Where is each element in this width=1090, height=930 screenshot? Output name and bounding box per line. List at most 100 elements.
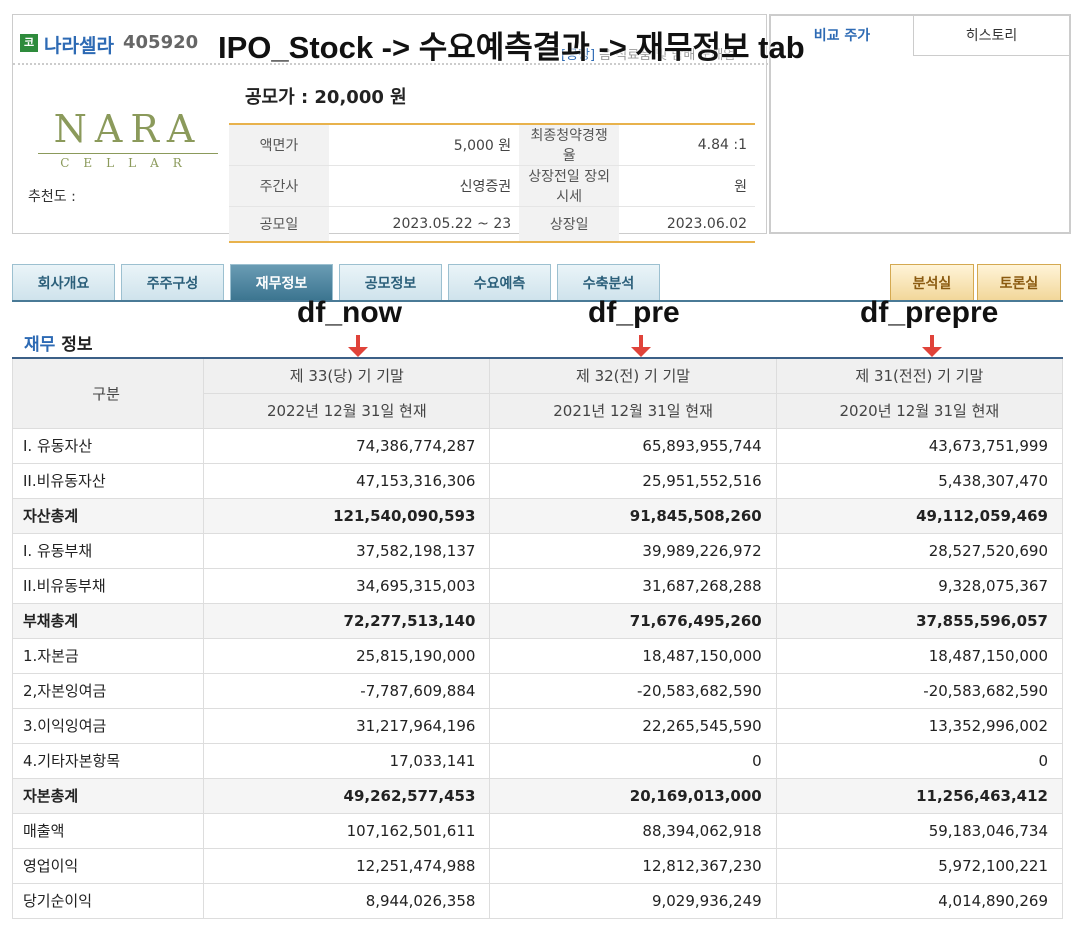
tab-shareholders[interactable]: 주주구성 [121, 264, 224, 300]
tab-offering-info[interactable]: 공모정보 [339, 264, 442, 300]
row-value: 72,277,513,140 [203, 602, 491, 639]
row-value: 20,169,013,000 [489, 777, 777, 814]
row-label: II.비유동부채 [11, 567, 205, 604]
table-row: 매출액 107,162,501,611 88,394,062,918 59,183,0… [11, 812, 1064, 849]
row-value: 65,893,955,744 [489, 427, 777, 464]
info-value: 5,000 원 [329, 124, 520, 166]
table-row: 4.기타자본항목 17,033,141 0 0 [11, 742, 1064, 779]
row-value: 9,328,075,367 [775, 567, 1064, 604]
tab-compare-price[interactable]: 비교 주가 [771, 16, 913, 56]
detail-tabs: 회사개요 주주구성 재무정보 공모정보 수요예측 수축분석 분석실 토론실 [12, 264, 1063, 302]
info-row: 액면가 5,000 원 최종청약경쟁율 4.84 :1 [229, 124, 755, 166]
side-panel: 비교 주가 히스토리 [769, 14, 1071, 234]
row-value: 47,153,316,306 [203, 462, 491, 499]
row-value: 34,695,315,003 [203, 567, 491, 604]
info-label: 상장일 [519, 206, 620, 242]
row-value: 9,029,936,249 [489, 882, 777, 919]
row-value: 22,265,545,590 [489, 707, 777, 744]
table-row: 부채총계 72,277,513,140 71,676,495,260 37,855,5… [11, 602, 1064, 639]
table-row: 2,자본잉여금 -7,787,609,884 -20,583,682,590 -20,… [11, 672, 1064, 709]
row-value: 88,394,062,918 [489, 812, 777, 849]
row-label: 자산총계 [11, 497, 205, 534]
annotation-title: IPO_Stock -> 수요예측결과 -> 재무정보 tab [218, 30, 805, 65]
fin-title-rest: 정보 [55, 335, 93, 355]
row-value: 74,386,774,287 [203, 427, 491, 464]
company-header: 코 나라셀라 405920 [공장] 음·식료품 및 담배 도매업 [13, 15, 768, 65]
ipo-info-table: 액면가 5,000 원 최종청약경쟁율 4.84 :1 주간사 신영증권 상장전일 장외시세… [229, 123, 755, 243]
info-label: 최종청약경쟁율 [519, 124, 620, 166]
header-period-now: 제 33(당) 기 기말 [203, 357, 491, 394]
arrow-down-icon [631, 335, 651, 357]
arrow-down-icon [922, 335, 942, 357]
industry-info: [공장] 음·식료품 및 담배 도매업 [561, 44, 735, 63]
row-value: 11,256,463,412 [775, 777, 1064, 814]
tab-analysis-room[interactable]: 분석실 [890, 264, 974, 300]
arrow-down-icon [348, 335, 368, 357]
table-row: 1.자본금 25,815,190,000 18,487,150,000 18,487,… [11, 637, 1064, 674]
row-value: 0 [489, 742, 777, 779]
row-label: 영업이익 [11, 847, 205, 884]
offer-price: 공모가 : 20,000 원 [245, 87, 407, 108]
row-value: 49,262,577,453 [203, 777, 491, 814]
row-value: -7,787,609,884 [203, 672, 491, 709]
info-value: 4.84 :1 [619, 124, 755, 166]
header-date-pre: 2021년 12월 31일 현재 [489, 392, 777, 429]
tab-demand-forecast[interactable]: 수요예측 [448, 264, 551, 300]
row-value: 37,582,198,137 [203, 532, 491, 569]
row-value: 121,540,090,593 [203, 497, 491, 534]
company-name[interactable]: 나라셀라 [44, 35, 114, 57]
info-value: 신영증권 [329, 165, 520, 207]
row-label: 2,자본잉여금 [11, 672, 205, 709]
tab-company-overview[interactable]: 회사개요 [12, 264, 115, 300]
row-value: 25,951,552,516 [489, 462, 777, 499]
info-label: 상장전일 장외시세 [519, 165, 620, 207]
row-label: I. 유동부채 [11, 532, 205, 569]
row-value: 5,438,307,470 [775, 462, 1064, 499]
header-date-prepre: 2020년 12월 31일 현재 [775, 392, 1064, 429]
table-row: 자산총계 121,540,090,593 91,845,508,260 49,112,… [11, 497, 1064, 534]
df-prepre-label: df_prepre [860, 296, 999, 329]
table-row: 3.이익잉여금 31,217,964,196 22,265,545,590 13,35… [11, 707, 1064, 744]
row-label: 1.자본금 [11, 637, 205, 674]
row-value: 8,944,026,358 [203, 882, 491, 919]
table-row: II.비유동자산 47,153,316,306 25,951,552,516 5,43… [11, 462, 1064, 499]
logo-divider [38, 153, 218, 154]
row-value: 49,112,059,469 [775, 497, 1064, 534]
fin-title-highlight: 재무 [24, 335, 56, 355]
df-now-label: df_now [297, 296, 402, 329]
row-value: 28,527,520,690 [775, 532, 1064, 569]
financial-section-title: 재무 정보 [24, 330, 92, 355]
df-pre-label: df_pre [588, 296, 680, 329]
financial-table: 구분 제 33(당) 기 기말 제 32(전) 기 기말 제 31(전전) 기 … [11, 357, 1064, 919]
table-row: 자본총계 49,262,577,453 20,169,013,000 11,256,4… [11, 777, 1064, 814]
row-label: 부채총계 [11, 602, 205, 639]
row-value: 12,812,367,230 [489, 847, 777, 884]
info-label: 액면가 [229, 124, 329, 166]
row-value: 5,972,100,221 [775, 847, 1064, 884]
row-value: 25,815,190,000 [203, 637, 491, 674]
row-value: 37,855,596,057 [775, 602, 1064, 639]
tab-profit-analysis[interactable]: 수축분석 [557, 264, 660, 300]
row-value: 0 [775, 742, 1064, 779]
row-label: I. 유동자산 [11, 427, 205, 464]
row-label: 당기순이익 [11, 882, 205, 919]
tab-history[interactable]: 히스토리 [913, 16, 1069, 56]
info-row: 주간사 신영증권 상장전일 장외시세 원 [229, 165, 755, 207]
industry-tag[interactable]: [공장] [561, 48, 596, 63]
info-value: 원 [619, 165, 755, 207]
row-value: -20,583,682,590 [775, 672, 1064, 709]
info-label: 공모일 [229, 206, 329, 242]
tab-discussion-room[interactable]: 토론실 [977, 264, 1061, 300]
logo-sub-text: CELLAR [60, 156, 196, 170]
info-row: 공모일 2023.05.22 ~ 23 상장일 2023.06.02 [229, 206, 755, 242]
row-value: 17,033,141 [203, 742, 491, 779]
header-date-now: 2022년 12월 31일 현재 [203, 392, 491, 429]
info-label: 주간사 [229, 165, 329, 207]
info-value: 2023.05.22 ~ 23 [329, 206, 520, 242]
header-row-periods: 구분 제 33(당) 기 기말 제 32(전) 기 기말 제 31(전전) 기 … [11, 357, 1064, 429]
row-label: 자본총계 [11, 777, 205, 814]
row-value: 4,014,890,269 [775, 882, 1064, 919]
tab-financial-info[interactable]: 재무정보 [230, 264, 333, 300]
industry-text: 음·식료품 및 담배 도매업 [599, 48, 736, 63]
row-value: 31,217,964,196 [203, 707, 491, 744]
